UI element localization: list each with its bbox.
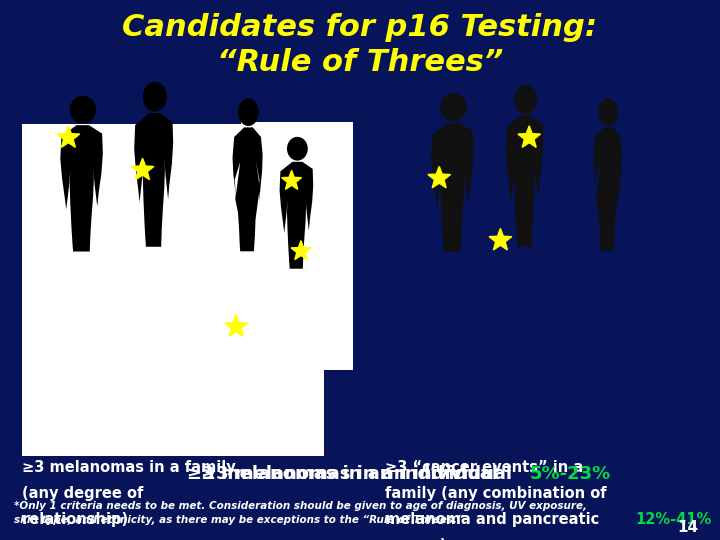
Text: 5%-23%: 5%-23% (529, 465, 611, 483)
Polygon shape (282, 171, 302, 190)
Ellipse shape (70, 96, 96, 124)
Text: Candidates for p16 Testing:
“Rule of Threes”: Candidates for p16 Testing: “Rule of Thr… (122, 14, 598, 77)
Polygon shape (131, 158, 154, 180)
Polygon shape (431, 123, 474, 252)
Polygon shape (489, 228, 512, 250)
Text: *Only 1 criteria needs to be met. Consideration should be given to age of diagno: *Only 1 criteria needs to be met. Consid… (14, 501, 588, 525)
FancyBboxPatch shape (22, 124, 324, 456)
Text: 14: 14 (678, 519, 698, 535)
Polygon shape (593, 127, 622, 251)
Text: 12%-41%: 12%-41% (636, 512, 712, 527)
Ellipse shape (598, 98, 618, 126)
Polygon shape (279, 162, 313, 269)
Ellipse shape (238, 98, 258, 126)
Text: melanoma and pancreatic: melanoma and pancreatic (385, 512, 600, 527)
Polygon shape (428, 166, 451, 188)
Polygon shape (518, 126, 541, 147)
Text: ≥3 melanomas in an individual 5%-23%: ≥3 melanomas in an individual 5%-23% (161, 465, 559, 483)
Ellipse shape (143, 82, 167, 112)
Text: cancer): cancer) (385, 538, 452, 540)
Text: ≥3 melanomas in an individual: ≥3 melanomas in an individual (202, 465, 518, 483)
Text: ≥3 melanomas in a family: ≥3 melanomas in a family (22, 460, 235, 475)
Text: relationship): relationship) (22, 512, 133, 527)
Ellipse shape (287, 137, 307, 160)
Text: ≥3 “cancer events” in a: ≥3 “cancer events” in a (385, 460, 583, 475)
Polygon shape (291, 241, 311, 260)
Polygon shape (233, 127, 263, 251)
Polygon shape (134, 113, 174, 247)
FancyBboxPatch shape (241, 122, 353, 370)
Text: ≥3 melanomas in an individual: ≥3 melanomas in an individual (187, 465, 505, 483)
Polygon shape (57, 126, 80, 147)
Text: (any degree of: (any degree of (22, 486, 143, 501)
Ellipse shape (514, 85, 537, 114)
Polygon shape (60, 125, 103, 252)
Polygon shape (506, 116, 543, 247)
Ellipse shape (441, 93, 467, 122)
Text: family (any combination of: family (any combination of (385, 486, 607, 501)
Polygon shape (225, 315, 248, 336)
